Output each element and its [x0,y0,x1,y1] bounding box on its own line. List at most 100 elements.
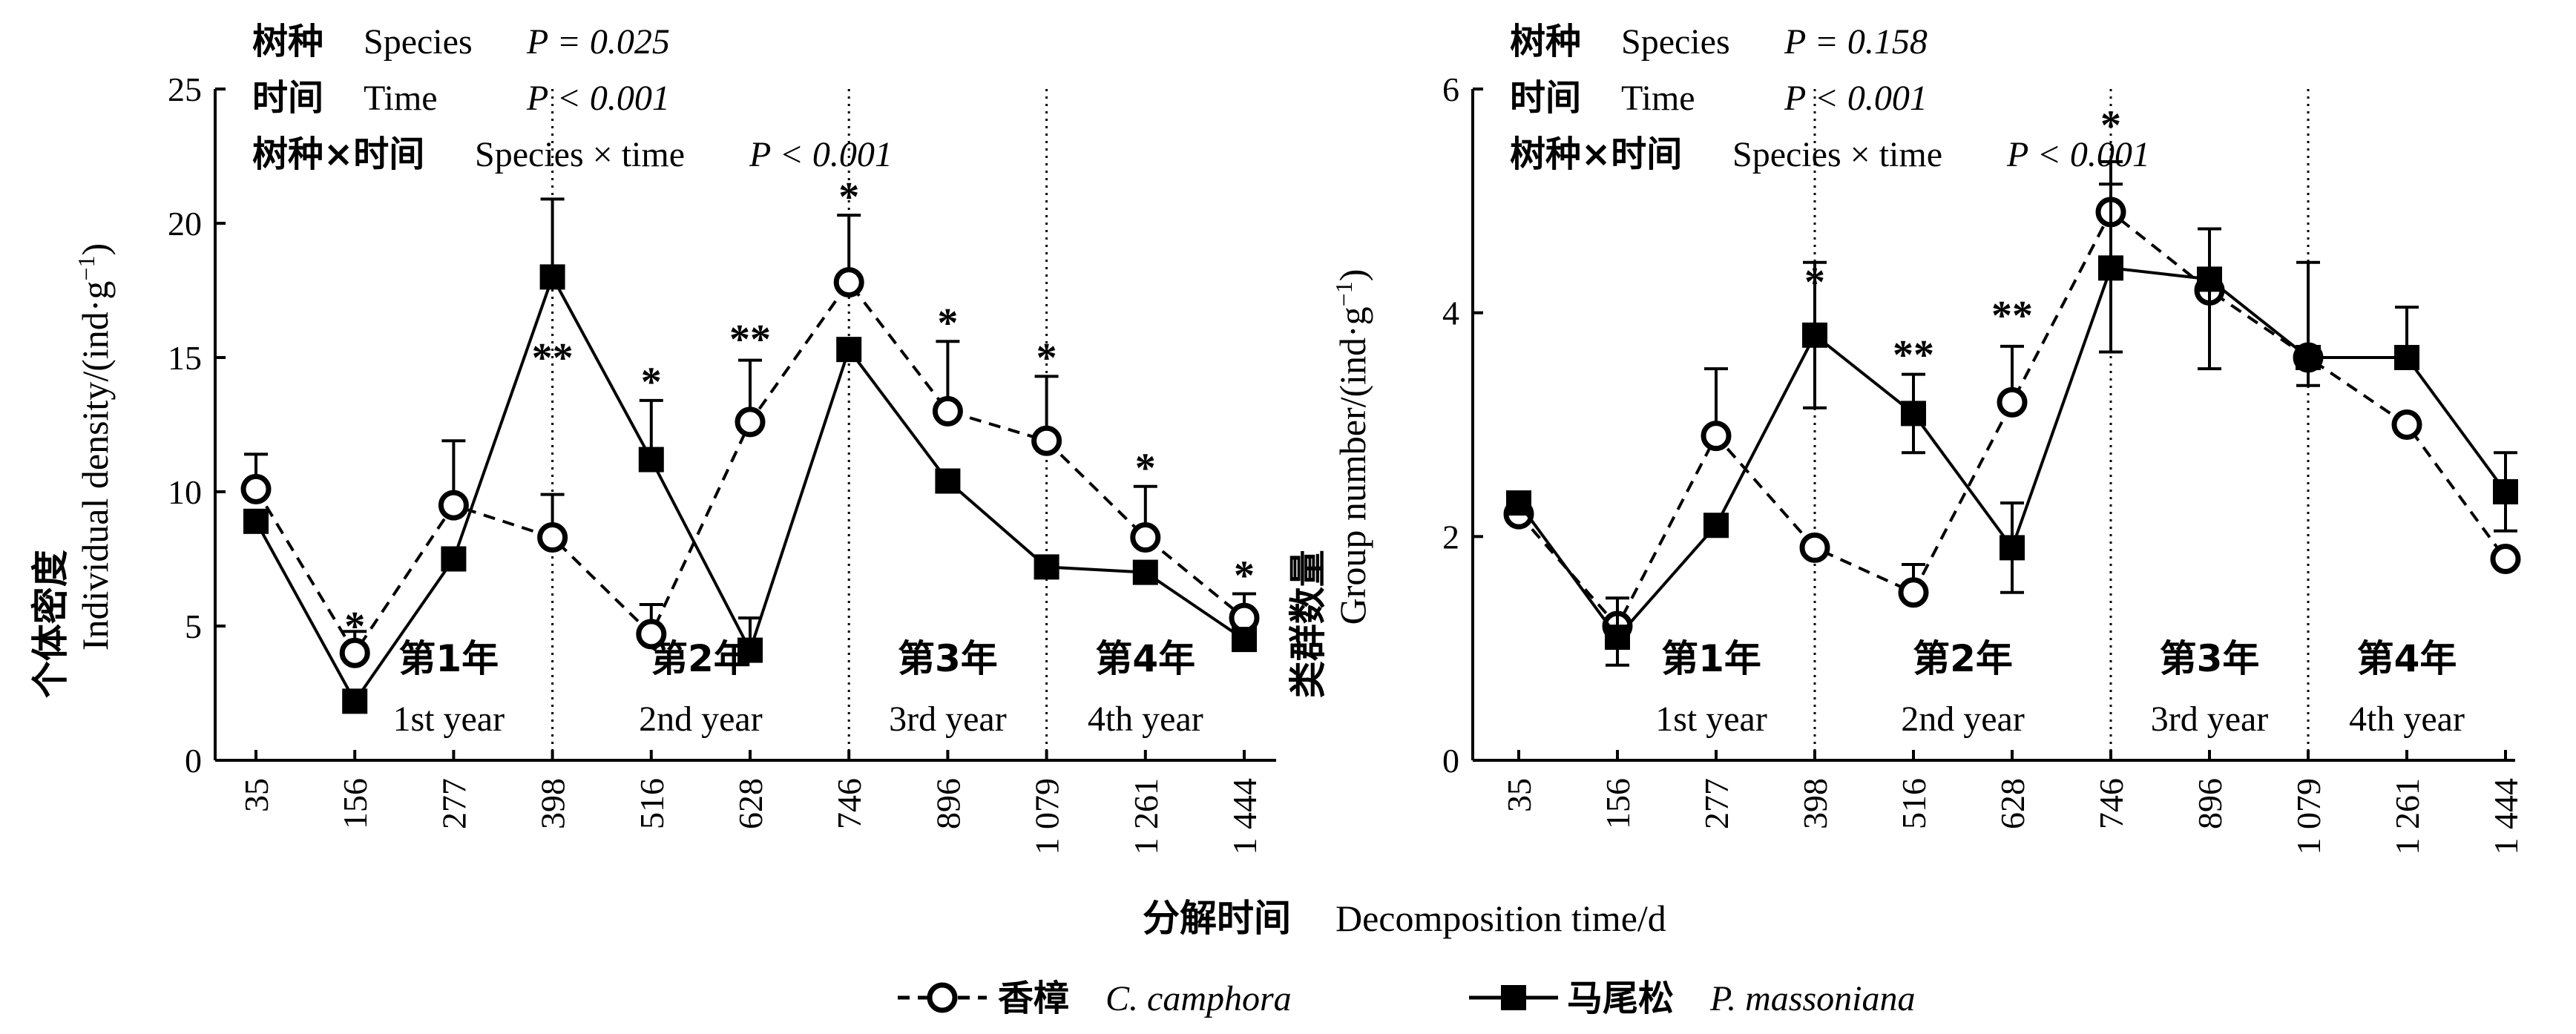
x-tick-label: 277 [435,778,473,829]
period-label-en: 2nd year [639,699,763,739]
significance-marker: ** [532,335,574,381]
significance-marker: * [1804,260,1825,306]
data-point-camphora [240,473,272,504]
y-axis-title-sup: −1 [1330,281,1357,306]
data-point-massoniana [2000,535,2025,561]
stats-p-value: P < 0.001 [1784,79,1928,118]
stats-p-value: P = 0.158 [1784,22,1928,62]
period-label-zh: 第4年 [2357,637,2457,680]
legend: 香樟 C. camphora 马尾松 P. massoniana [898,978,1916,1019]
data-point-massoniana [2098,255,2123,281]
data-point-camphora [339,637,370,668]
data-point-massoniana [1506,490,1531,516]
period-label-en: 3rd year [889,699,1007,739]
y-tick-label: 4 [1442,294,1459,332]
stats-p-value: P < 0.001 [526,79,670,118]
stats-factor-zh: 树种 [1510,21,1581,62]
data-point-massoniana [539,264,565,290]
x-tick-label: 516 [633,778,671,829]
x-tick-label: 1 079 [2290,778,2327,855]
x-tick-label: 746 [2092,778,2130,829]
legend-circle-marker [927,982,958,1013]
data-point-massoniana [1802,322,1827,348]
period-label-en: 4th year [2349,699,2465,739]
stats-factor-en: Species × time [1732,135,1942,174]
x-tick-label: 516 [1895,778,1933,829]
significance-marker: * [1135,446,1156,492]
y-tick-label: 5 [185,607,202,645]
significance-marker: * [838,174,859,220]
stats-factor-zh: 时间 [1510,77,1581,119]
y-axis-title-end: ) [1332,269,1373,282]
significance-marker: * [344,604,365,650]
x-tick-label: 896 [929,778,967,829]
y-axis-title-zh: 类群数量 [1287,537,1330,698]
period-label-zh: 第1年 [398,637,499,680]
data-point-massoniana [1703,513,1729,539]
stats-factor-zh: 时间 [252,77,323,119]
legend-label-zh: 马尾松 [1567,978,1674,1019]
data-point-massoniana [1034,554,1059,580]
x-tick-label: 398 [1796,778,1834,829]
data-point-camphora [833,267,864,298]
x-tick-label: 628 [1994,778,2031,829]
significance-marker: * [1234,553,1255,599]
x-tick-label: 156 [336,778,374,829]
data-point-massoniana [2296,345,2321,370]
data-point-massoniana [1232,627,1257,653]
x-tick-label: 1 261 [2388,778,2426,855]
data-point-camphora [2391,409,2422,440]
data-point-camphora [1229,602,1260,633]
x-axis-title-en: Decomposition time/d [1335,898,1666,939]
y-tick-label: 2 [1442,518,1459,556]
period-label-en: 2nd year [1901,699,2025,739]
significance-marker: * [641,360,662,406]
x-axis-title-zh: 分解时间 [1143,897,1291,940]
period-label-en: 1st year [1655,699,1767,739]
data-point-camphora [2490,544,2521,574]
x-tick-label: 35 [237,778,275,812]
data-point-camphora [1130,522,1161,553]
period-label-en: 3rd year [2151,699,2269,739]
data-point-massoniana [342,688,368,714]
data-point-camphora [636,619,667,650]
data-point-massoniana [1901,401,1926,427]
x-tick-label: 746 [830,778,868,829]
stats-factor-en: Species [364,22,473,62]
data-point-camphora [1701,421,1732,452]
significance-marker: ** [1893,332,1934,378]
data-point-massoniana [2493,479,2518,504]
y-axis-title-en: Group number/(ind·g [1332,306,1373,625]
period-label-zh: 第3年 [898,637,998,680]
data-point-massoniana [243,508,269,534]
y-tick-label: 0 [185,742,202,780]
period-label-zh: 第1年 [1661,637,1761,680]
data-point-massoniana [2197,266,2222,292]
x-axis-title: 分解时间 Decomposition time/d [1143,897,1666,940]
data-point-massoniana [935,468,961,494]
panel-group-number: 0 2 4 6 35 156 277 398 516 628 746 896 1 079 1 261 1 4… [1287,21,2525,855]
stats-factor-zh: 树种×时间 [1510,134,1682,175]
period-label-en: 1st year [392,699,505,739]
data-point-camphora [537,522,568,553]
y-tick-label: 20 [168,205,202,243]
data-point-massoniana [1605,625,1630,651]
data-point-massoniana [836,337,862,363]
x-tick-label: 1 079 [1028,778,1066,855]
period-label-zh: 第3年 [2160,637,2260,680]
y-tick-label: 0 [1442,742,1459,780]
stats-p-value: P < 0.001 [2006,135,2150,174]
legend-item-massoniana: 马尾松 P. massoniana [1469,978,1916,1019]
legend-label-en: C. camphora [1105,979,1292,1018]
data-point-massoniana [737,637,763,663]
x-tick-label: 1 444 [2487,778,2525,855]
x-tick-label: 277 [1698,778,1735,829]
stats-factor-zh: 树种 [252,21,323,62]
x-tick-label: 1 444 [1226,778,1264,855]
stats-p-value: P < 0.001 [749,135,893,174]
stats-factor-zh: 树种×时间 [252,134,424,175]
period-label-zh: 第2年 [1913,637,2013,680]
stats-factor-en: Species × time [475,135,685,174]
legend-label-en: P. massoniana [1709,979,1916,1018]
x-tick-label: 398 [534,778,572,829]
